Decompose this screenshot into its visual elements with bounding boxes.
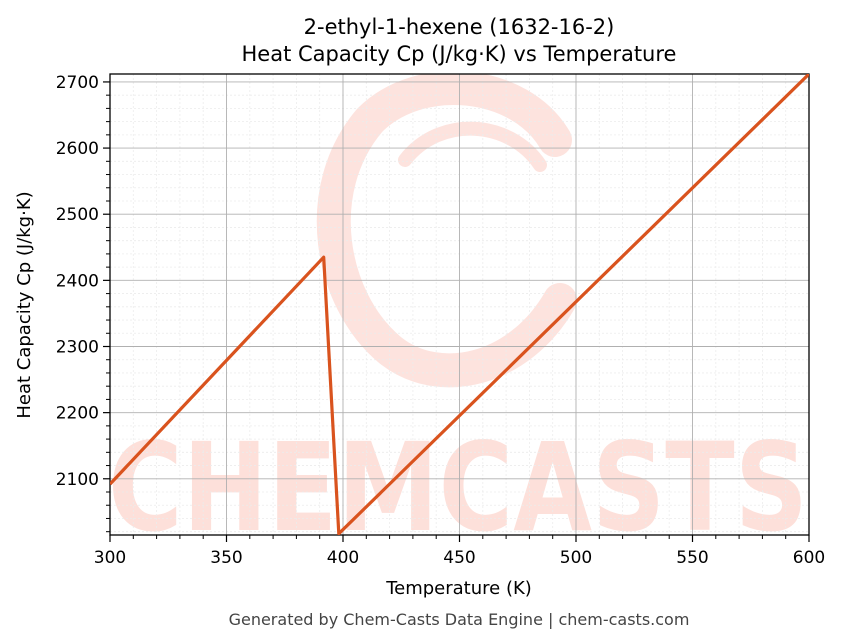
x-axis-label: Temperature (K) (385, 578, 532, 599)
y-tick-label: 2100 (56, 470, 99, 490)
x-tick-label: 450 (443, 548, 475, 568)
y-tick-label: 2400 (56, 271, 99, 291)
x-tick-label: 500 (560, 548, 592, 568)
series-line (110, 74, 809, 535)
y-tick-label: 2700 (56, 73, 99, 93)
chart-title-line2: Heat Capacity Cp (J/kg·K) vs Temperature (242, 42, 677, 66)
y-axis-label: Heat Capacity Cp (J/kg·K) (14, 191, 35, 418)
chart-title-line1: 2-ethyl-1-hexene (1632-16-2) (304, 15, 615, 39)
y-tick-label: 2200 (56, 404, 99, 424)
x-tick-label: 550 (676, 548, 708, 568)
y-tick-label: 2500 (56, 205, 99, 225)
x-tick-label: 600 (793, 548, 825, 568)
watermark-swirl (316, 74, 577, 388)
y-tick-label: 2600 (56, 139, 99, 159)
x-tick-label: 350 (210, 548, 242, 568)
axis-tick-labels: 300 350 400 450 500 550 600 2100 2200 2300 2400 250… (56, 73, 825, 568)
watermark-swirl-inner (398, 121, 547, 172)
y-tick-label: 2300 (56, 337, 99, 357)
x-tick-label: 400 (327, 548, 359, 568)
series-layer (110, 74, 809, 535)
x-tick-label: 300 (94, 548, 126, 568)
axis-ticks (103, 81, 810, 542)
footer-credit: Generated by Chem-Casts Data Engine | ch… (229, 610, 690, 629)
